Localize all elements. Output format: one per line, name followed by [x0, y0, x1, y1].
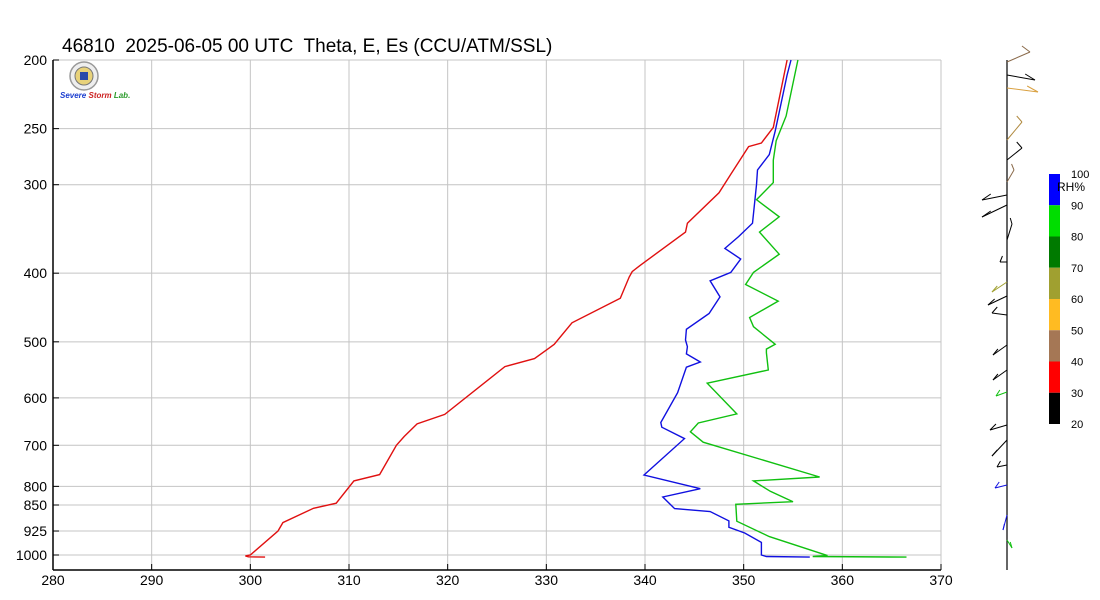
- wind-barb-flag: [1011, 163, 1015, 171]
- rh-scale-label: 70: [1071, 263, 1083, 275]
- wind-barb-flag: [991, 285, 998, 293]
- wind-barb-flag: [992, 348, 999, 356]
- rh-scale-title: RH%: [1057, 180, 1085, 194]
- rh-color-swatch: [1049, 330, 1060, 362]
- wind-barb: [991, 312, 1008, 316]
- series-line-1: [642, 59, 810, 558]
- wind-barb: [1006, 74, 1036, 81]
- wind-barb: [995, 391, 1008, 397]
- chart-title: 46810 2025-06-05 00 UTC Theta, E, Es (CC…: [62, 36, 553, 57]
- lab-logo-text: Severe Storm Lab.: [60, 91, 131, 100]
- wind-barb-flag: [1009, 541, 1013, 549]
- rh-scale-label: 80: [1071, 232, 1083, 244]
- wind-barb: [989, 424, 1008, 431]
- series-line-2: [689, 59, 907, 558]
- y-tick-label: 300: [24, 177, 48, 193]
- wind-barb: [996, 464, 1008, 468]
- wind-barb-flag: [992, 373, 999, 381]
- y-tick-label: 700: [24, 437, 48, 453]
- y-tick-label: 500: [24, 334, 48, 350]
- wind-barb: [991, 281, 1008, 293]
- wind-barb-flag: [1016, 141, 1023, 149]
- wind-barb: [992, 369, 1008, 381]
- y-tick-label: 400: [24, 265, 48, 281]
- rh-color-swatch: [1049, 361, 1060, 393]
- wind-barb: [1006, 87, 1039, 93]
- profile-series: [245, 59, 907, 558]
- x-tick-label: 320: [436, 572, 460, 588]
- rh-scale-label: 100: [1071, 169, 1089, 181]
- rh-color-swatch: [1049, 267, 1060, 299]
- rh-scale-label: 60: [1071, 294, 1083, 306]
- y-tick-label: 250: [24, 121, 48, 137]
- wind-barb-flag: [987, 298, 995, 306]
- wind-barb-flag: [996, 460, 1001, 468]
- wind-barb-flag: [1026, 85, 1039, 93]
- wind-barb-panel: [981, 45, 1039, 570]
- x-tick-label: 300: [239, 572, 263, 588]
- y-tick-label: 850: [24, 497, 48, 513]
- x-tick-label: 360: [831, 572, 855, 588]
- wind-barb: [981, 194, 1008, 201]
- wind-barb: [994, 484, 1008, 489]
- wind-barb-flag: [989, 423, 997, 431]
- rh-scale-label: 50: [1071, 325, 1083, 337]
- wind-barb: [1006, 147, 1023, 161]
- wind-barb-flag: [981, 210, 992, 218]
- wind-barb-flag: [995, 389, 1001, 397]
- series-line-0: [245, 59, 788, 558]
- wind-barb-flag: [994, 481, 1000, 489]
- rh-color-swatch: [1049, 392, 1060, 424]
- rh-scale-label: 90: [1071, 200, 1083, 212]
- x-tick-label: 350: [732, 572, 756, 588]
- axes: 280 290 300 310 320 330 340 350 360 370 200 250 300 4…: [16, 52, 953, 588]
- rh-scale-label: 30: [1071, 388, 1083, 400]
- y-tick-label: 800: [24, 478, 48, 494]
- y-tick-label: 200: [24, 52, 48, 68]
- rh-scale-label: 40: [1071, 357, 1083, 369]
- x-tick-label: 280: [41, 572, 65, 588]
- x-tick-label: 340: [633, 572, 657, 588]
- lab-logo: [58, 60, 118, 108]
- rh-color-swatch: [1049, 205, 1060, 237]
- wind-barb-flag: [1024, 73, 1036, 81]
- rh-color-swatch: [1049, 299, 1060, 331]
- y-tick-label: 600: [24, 390, 48, 406]
- wind-barb: [981, 204, 1008, 218]
- wind-barb: [987, 295, 1008, 306]
- wind-barb: [1006, 51, 1031, 63]
- wind-barb-flag: [991, 306, 998, 314]
- wind-barb: [1006, 223, 1013, 241]
- wind-barb: [992, 344, 1008, 356]
- wind-barb-flag: [1002, 523, 1005, 531]
- x-tick-label: 330: [535, 572, 559, 588]
- wind-barb-flag: [999, 255, 1003, 263]
- rh-color-swatch: [1049, 236, 1060, 268]
- y-tick-label: 925: [24, 523, 48, 539]
- x-tick-label: 290: [140, 572, 164, 588]
- wind-barb-flag: [1021, 45, 1031, 53]
- grid-lines: [52, 59, 942, 570]
- x-tick-label: 310: [337, 572, 361, 588]
- y-tick-label: 1000: [16, 547, 47, 563]
- x-tick-label: 370: [929, 572, 953, 588]
- wind-barb-flag: [981, 193, 992, 201]
- wind-barb: [1006, 169, 1015, 183]
- rh-scale-label: 20: [1071, 419, 1083, 431]
- wind-barb-flag: [1009, 217, 1013, 225]
- rh-color-swatch: [1049, 174, 1060, 206]
- wind-barb-flag: [1016, 115, 1023, 123]
- wind-barb: [1006, 121, 1023, 141]
- rh-color-scale: 100 90 80 70 60 50 40 30 20 RH%: [1049, 169, 1089, 431]
- wind-barb-flag: [991, 449, 998, 457]
